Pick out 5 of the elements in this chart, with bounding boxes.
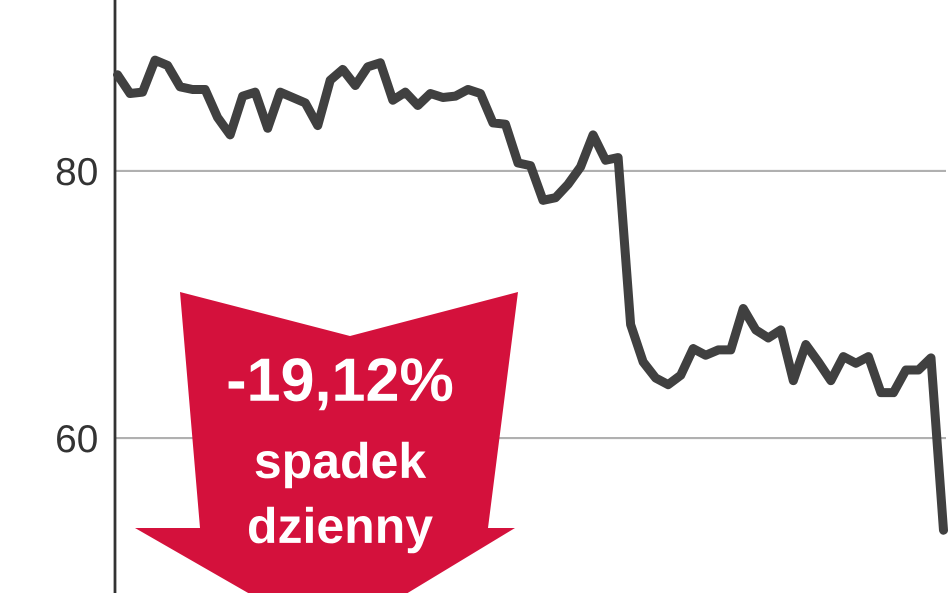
y-tick-label: 80 [56, 158, 97, 186]
y-tick-label: 60 [57, 425, 97, 453]
annotation: -19,12% [228, 358, 452, 410]
annotation: dzienny [248, 506, 433, 554]
annotation: spadek [256, 442, 426, 488]
